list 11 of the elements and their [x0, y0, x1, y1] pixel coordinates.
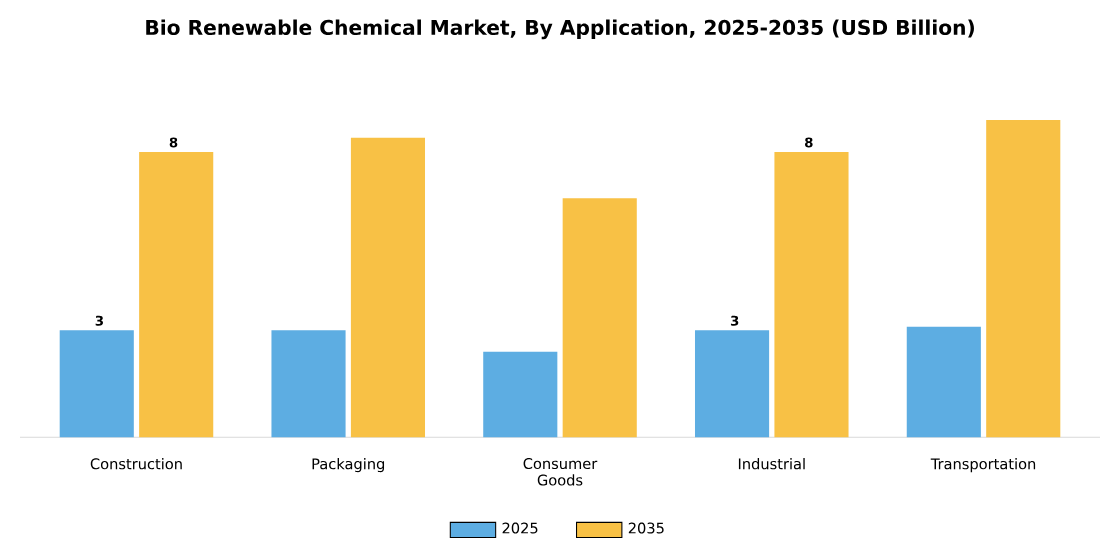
bar — [694, 330, 770, 438]
bar — [562, 198, 637, 438]
bar — [906, 326, 981, 438]
bar — [139, 151, 214, 438]
bar — [59, 330, 134, 438]
bar — [483, 351, 558, 438]
bar — [986, 119, 1061, 438]
bar — [271, 330, 346, 438]
chart-title: Bio Renewable Chemical Market, By Application, 2025-2035 (USD Billion) — [146, 19, 974, 40]
bar — [774, 151, 849, 438]
bar — [350, 137, 426, 438]
